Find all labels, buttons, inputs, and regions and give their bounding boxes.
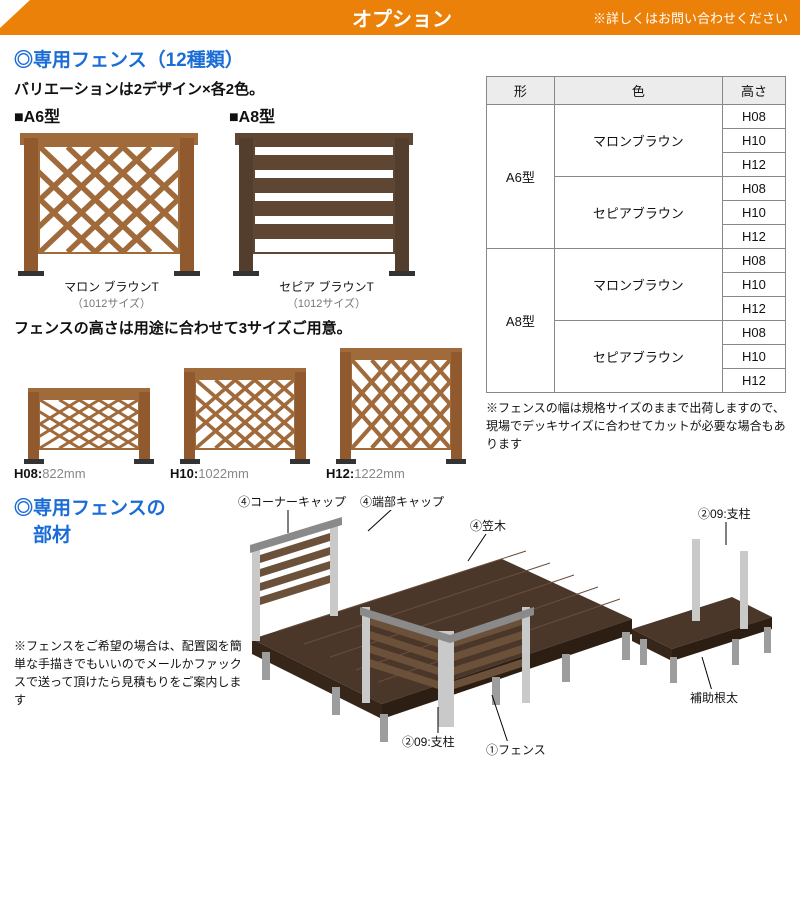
- callout-cap: ④笠木: [470, 517, 506, 534]
- cell-shape: A6型: [487, 105, 555, 249]
- cell-height: H10: [722, 129, 785, 153]
- banner-note: ※詳しくはお問い合わせください: [593, 8, 788, 27]
- cell-height: H08: [722, 249, 785, 273]
- callout-post: ②09:支柱: [402, 733, 455, 750]
- cell-height: H12: [722, 297, 785, 321]
- option-banner: オプション ※詳しくはお問い合わせください: [0, 0, 800, 35]
- fence-image-a8: [229, 131, 419, 276]
- fence-thumbnails: ■A6型: [14, 103, 476, 311]
- parts-diagram: ④コーナーキャップ ④端部キャップ ④笠木 ②09:支柱 ②09:支柱 ①フェン…: [192, 489, 792, 759]
- cell-height: H08: [722, 105, 785, 129]
- fence-head-a8: ■A8型: [229, 103, 424, 127]
- fence-card-a6: ■A6型: [14, 103, 209, 311]
- cell-height: H08: [722, 321, 785, 345]
- table-row: A8型マロンブラウンH08: [487, 249, 786, 273]
- fence-head-a6: ■A6型: [14, 103, 209, 127]
- section-fence-title: ◎専用フェンス（12種類）: [14, 45, 786, 72]
- cell-height: H12: [722, 153, 785, 177]
- cell-color: セピアブラウン: [554, 321, 722, 393]
- th-height: 高さ: [722, 77, 785, 105]
- cell-height: H12: [722, 369, 785, 393]
- fence-name-a8: セピア ブラウンT: [279, 280, 374, 294]
- table-row: A6型マロンブラウンH08: [487, 105, 786, 129]
- size-card: H10:1022mm: [170, 344, 320, 481]
- fence-name-a6: マロン ブラウンT: [64, 280, 159, 294]
- callout-end: ④端部キャップ: [360, 493, 444, 510]
- fence-size-a6: （1012サイズ）: [72, 298, 151, 310]
- cell-shape: A8型: [487, 249, 555, 393]
- fence-card-a8: ■A8型 セピア ブラウンT （1012サイズ）: [229, 103, 424, 311]
- table-note: ※フェンスの幅は規格サイズのままで出荷しますので、現場でデッキサイズに合わせてカ…: [486, 399, 786, 453]
- callout-post2: ②09:支柱: [698, 505, 751, 522]
- callout-corner: ④コーナーキャップ: [238, 493, 346, 510]
- th-color: 色: [554, 77, 722, 105]
- size-card: H08:822mm: [14, 344, 164, 481]
- cell-color: セピアブラウン: [554, 177, 722, 249]
- spec-table: 形 色 高さ A6型マロンブラウンH08H10H12セピアブラウンH08H10H…: [486, 76, 786, 393]
- cell-color: マロンブラウン: [554, 249, 722, 321]
- th-shape: 形: [487, 77, 555, 105]
- cell-color: マロンブラウン: [554, 105, 722, 177]
- callout-fence: ①フェンス: [486, 741, 546, 758]
- cell-height: H12: [722, 225, 785, 249]
- size-thumbnails: H08:822mm H10:1022mm H12:1222mm: [14, 344, 476, 481]
- section-parts-title: ◎専用フェンスの 部材: [14, 493, 184, 547]
- cell-height: H10: [722, 201, 785, 225]
- fence-image-a6: [14, 131, 204, 276]
- cell-height: H10: [722, 345, 785, 369]
- callout-joist: 補助根太: [690, 689, 738, 706]
- cell-height: H08: [722, 177, 785, 201]
- size-card: H12:1222mm: [326, 344, 476, 481]
- cell-height: H10: [722, 273, 785, 297]
- banner-title: オプション: [352, 3, 452, 32]
- variation-text: バリエーションは2デザイン×各2色。: [14, 78, 476, 99]
- height-line: フェンスの高さは用途に合わせて3サイズご用意。: [14, 317, 476, 338]
- fence-size-a8: （1012サイズ）: [287, 298, 366, 310]
